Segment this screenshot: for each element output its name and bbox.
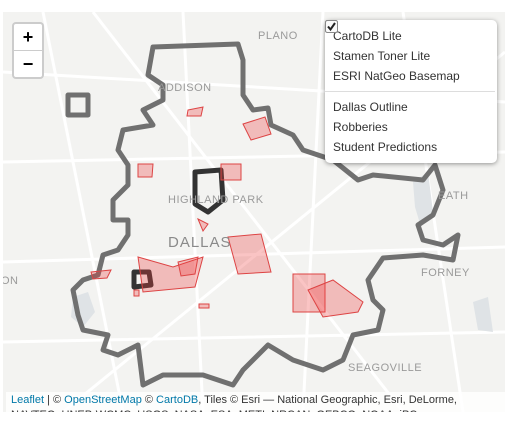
checkbox[interactable]	[325, 20, 338, 33]
map-layers	[3, 12, 505, 412]
radio-option[interactable]: Stamen Toner Lite	[325, 20, 493, 66]
layer-label: CartoDB Lite	[333, 29, 402, 43]
attribution: Leaflet | © OpenStreetMap © CartoDB, Til…	[6, 392, 505, 412]
link[interactable]: OpenStreetMap	[64, 394, 142, 406]
link[interactable]: Leaflet	[11, 394, 45, 406]
map[interactable]: PLANO ADDISON HIGHLAND PARK DALLAS FORNE…	[3, 12, 505, 412]
place-label: PLANO	[258, 30, 298, 42]
checkbox-option[interactable]: Dallas Outline	[325, 20, 493, 117]
checkbox-option[interactable]: Robberies	[325, 20, 493, 137]
zoom-control: + −	[12, 22, 44, 79]
place-label: SEAGOVILLE	[348, 362, 423, 374]
dallas-outline	[65, 41, 461, 388]
place-label: FORNEY	[421, 267, 470, 279]
text: ©	[141, 394, 157, 406]
place-label: EATH	[438, 190, 469, 202]
layer-label: Stamen Toner Lite	[333, 49, 431, 63]
checkbox-option[interactable]: Student Predictions	[325, 20, 493, 157]
radio-option[interactable]: CartoDB Lite	[325, 20, 493, 46]
zoom-out[interactable]: −	[14, 50, 42, 77]
place-label: HIGHLAND PARK	[168, 194, 264, 206]
check-mark	[327, 22, 336, 32]
place-label: ON	[3, 275, 19, 287]
text: , Tiles © Esri — National Geographic, Es…	[11, 394, 457, 412]
highland-park-outline	[131, 167, 226, 290]
zoom-in[interactable]: +	[22, 27, 34, 47]
student-predictions	[90, 106, 364, 318]
layer-label: Student Predictions	[333, 140, 438, 154]
radio-option[interactable]: ESRI NatGeo Basemap	[325, 20, 493, 86]
separator	[325, 91, 495, 92]
lakes	[71, 172, 493, 332]
place-label: DALLAS	[168, 234, 232, 251]
place-label: ADDISON	[158, 82, 212, 94]
layer-label: Dallas Outline	[333, 100, 408, 114]
link[interactable]: CartoDB	[156, 394, 199, 406]
layer-control: CartoDB Lite Stamen Toner Lite ESRI NatGeo…	[325, 20, 497, 163]
text: | ©	[44, 394, 65, 406]
layer-label: ESRI NatGeo Basemap	[333, 69, 460, 83]
layer-label: Robberies	[333, 120, 388, 134]
